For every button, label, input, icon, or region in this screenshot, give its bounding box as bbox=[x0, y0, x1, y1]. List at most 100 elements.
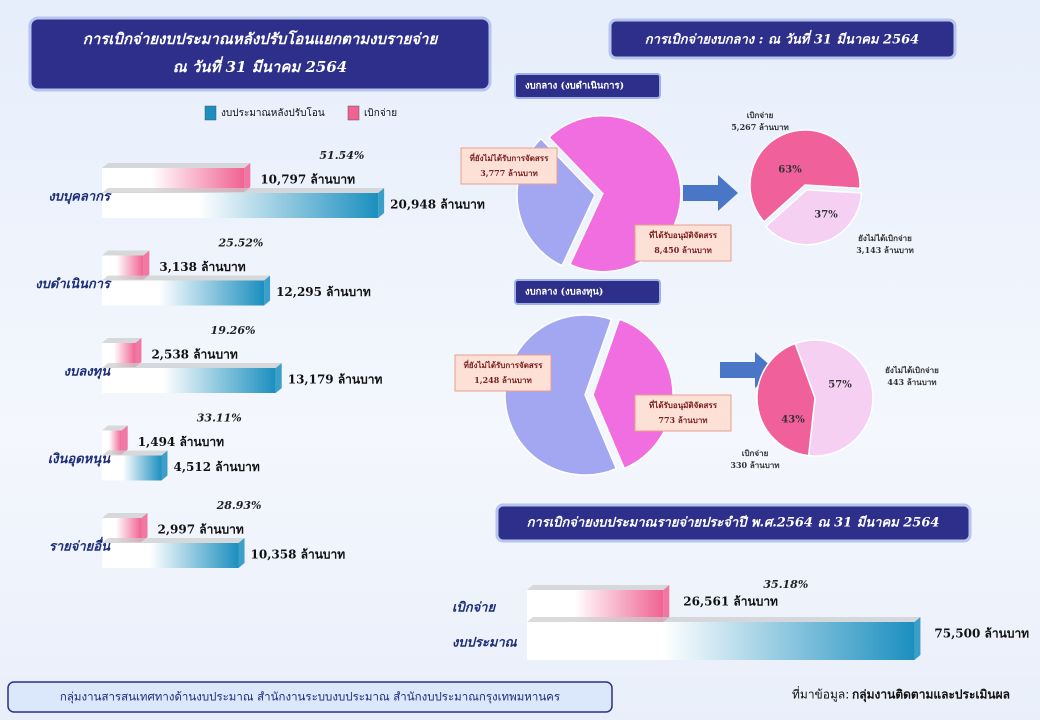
slice-label: ที่ได้รับอนุมัติจัดสรร bbox=[649, 399, 718, 411]
value-label: 26,561 ล้านบาท bbox=[683, 595, 778, 609]
legend-swatch bbox=[347, 105, 360, 121]
bar-side bbox=[141, 513, 148, 542]
pie-title: งบกลาง (งบดำเนินการ) bbox=[525, 81, 624, 92]
bar-top bbox=[102, 250, 150, 256]
category-label: รายจ่ายอื่น bbox=[49, 537, 111, 555]
bar bbox=[102, 455, 162, 481]
bar bbox=[102, 368, 276, 393]
legend-label: งบประมาณหลังปรับโอน bbox=[221, 106, 325, 119]
rate-label: 19.26% bbox=[211, 324, 256, 337]
bar-side bbox=[161, 450, 168, 481]
title-box bbox=[28, 16, 492, 92]
central-title-box bbox=[608, 18, 957, 60]
category-label: เงินอุดหนุน bbox=[48, 452, 111, 467]
central-title: การเบิกจ่ายงบกลาง : ณ วันที่ 31 มีนาคม 2… bbox=[645, 30, 919, 48]
value-label: 3,777 ล้านบาท bbox=[480, 168, 538, 178]
bar-top bbox=[102, 450, 168, 456]
bar-top bbox=[102, 338, 142, 343]
pie-slice bbox=[764, 188, 863, 246]
value-label: 773 ล้านบาท bbox=[658, 415, 707, 425]
category-label: งบลงทุน bbox=[64, 365, 111, 380]
bar-top bbox=[102, 425, 128, 431]
percent-label: 37% bbox=[814, 210, 838, 221]
bar-top bbox=[102, 513, 148, 518]
chart-title: การเบิกจ่ายงบประมาณหลังปรับโอนแยกตามงบรา… bbox=[83, 29, 439, 48]
category-label: งบดำเนินการ bbox=[35, 277, 112, 292]
pie-slice bbox=[756, 342, 816, 457]
bar-side bbox=[275, 363, 282, 393]
value-label: 1,494 ล้านบาท bbox=[138, 435, 224, 449]
bar-side bbox=[135, 338, 142, 367]
arrow bbox=[683, 175, 738, 211]
slice-label: ยังไม่ได้เบิกจ่าย bbox=[858, 233, 912, 243]
bar-side bbox=[238, 538, 245, 568]
slice-label: ยังไม่ได้เบิกจ่าย bbox=[885, 365, 939, 375]
legend-label: เบิกจ่าย bbox=[364, 108, 397, 119]
bar-top bbox=[102, 275, 271, 281]
bar-top bbox=[102, 188, 385, 193]
source-label: ที่มาข้อมูล: bbox=[792, 686, 849, 703]
value-label: 2,997 ล้านบาท bbox=[158, 523, 244, 537]
pie-slice bbox=[794, 339, 874, 457]
bar-top bbox=[527, 617, 921, 622]
footer-box bbox=[7, 681, 613, 713]
value-label: 20,948 ล้านบาท bbox=[390, 198, 485, 212]
pie-title-box bbox=[514, 279, 661, 305]
value-label: 3,138 ล้านบาท bbox=[159, 260, 245, 274]
percent-label: 63% bbox=[778, 165, 802, 176]
value-label: 4,512 ล้านบาท bbox=[173, 460, 259, 474]
label-box bbox=[454, 354, 552, 392]
footer-office: กลุ่มงานสารสนเทศทางด้านงบประมาณ สำนักงาน… bbox=[60, 690, 560, 704]
value-label: 443 ล้านบาท bbox=[887, 377, 936, 387]
pie-title-box bbox=[514, 73, 661, 99]
label-box bbox=[634, 224, 732, 262]
bar-side bbox=[143, 250, 150, 280]
rate-label: 35.18% bbox=[763, 578, 808, 591]
value-label: 10,797 ล้านบาท bbox=[260, 173, 355, 187]
value-label: 1,248 ล้านบาท bbox=[474, 375, 532, 385]
slice-label: ที่ยังไม่ได้รับการจัดสรร bbox=[470, 152, 549, 163]
value-label: 5,267 ล้านบาท bbox=[731, 122, 789, 132]
rate-label: 28.93% bbox=[216, 499, 262, 512]
value-label: 13,179 ล้านบาท bbox=[288, 373, 383, 387]
bar-side bbox=[264, 275, 271, 306]
bar-side bbox=[914, 617, 921, 660]
slice-label: ที่ได้รับอนุมัติจัดสรร bbox=[649, 229, 718, 241]
bar-side bbox=[378, 188, 385, 218]
value-label: 75,500 ล้านบาท bbox=[934, 627, 1029, 641]
rate-label: 25.52% bbox=[217, 237, 263, 250]
bar bbox=[102, 543, 239, 568]
bar-side bbox=[244, 163, 251, 192]
value-label: 3,143 ล้านบาท bbox=[856, 245, 914, 255]
pie-slice bbox=[749, 129, 861, 223]
category-label: เบิกจ่าย bbox=[452, 601, 496, 616]
value-label: 8,450 ล้านบาท bbox=[654, 245, 712, 255]
bar bbox=[102, 430, 122, 455]
bar-side bbox=[663, 585, 670, 622]
bar bbox=[527, 622, 915, 660]
label-box bbox=[460, 147, 558, 185]
percent-label: 43% bbox=[781, 415, 805, 426]
category-label: งบประมาณ bbox=[452, 636, 518, 651]
rate-label: 33.11% bbox=[197, 412, 242, 425]
bar-top bbox=[102, 163, 251, 168]
pie-title: งบกลาง (งบลงทุน) bbox=[525, 287, 603, 298]
percent-label: 57% bbox=[828, 380, 852, 391]
label-box bbox=[634, 394, 732, 432]
bar-top bbox=[527, 585, 670, 590]
rate-label: 51.54% bbox=[319, 149, 364, 162]
bar bbox=[102, 280, 265, 306]
bar-top bbox=[102, 538, 245, 543]
source: กลุ่มงานติดตามและประเมินผล bbox=[852, 688, 1010, 703]
slice-label: ที่ยังไม่ได้รับการจัดสรร bbox=[464, 359, 543, 370]
slice-label: เบิกจ่าย bbox=[742, 448, 769, 458]
chart-subtitle: ณ วันที่ 31 มีนาคม 2564 bbox=[173, 56, 347, 76]
bar bbox=[527, 590, 664, 622]
category-label: งบบุคลากร bbox=[48, 190, 112, 205]
value-label: 12,295 ล้านบาท bbox=[276, 285, 371, 299]
value-label: 10,358 ล้านบาท bbox=[251, 548, 346, 562]
bar-top bbox=[102, 363, 282, 368]
slice-label: เบิกจ่าย bbox=[747, 110, 774, 120]
